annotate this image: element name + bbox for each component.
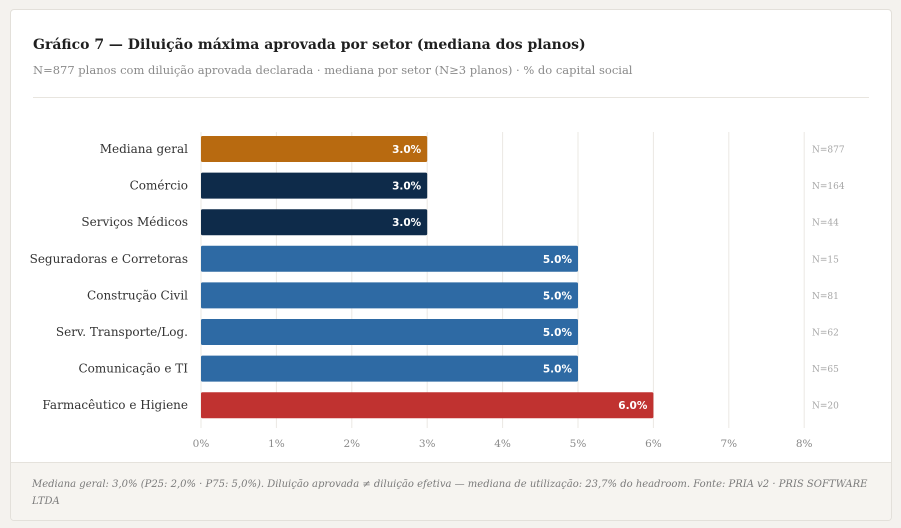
bar	[201, 245, 578, 272]
sample-size-label: N=81	[812, 292, 839, 302]
bar-value-label: 3.0%	[392, 144, 422, 156]
bar	[201, 282, 578, 309]
category-label: Comunicação e TI	[78, 362, 188, 376]
x-tick-label: 3%	[419, 438, 436, 450]
bar-value-label: 3.0%	[392, 181, 422, 193]
sample-size-label: N=877	[812, 146, 845, 156]
category-label: Serviços Médicos	[81, 215, 188, 229]
x-tick-label: 1%	[268, 438, 285, 450]
sample-size-label: N=164	[812, 182, 845, 192]
sample-size-label: N=62	[812, 329, 839, 339]
category-label: Serv. Transporte/Log.	[56, 325, 188, 339]
x-tick-label: 2%	[343, 438, 360, 450]
bar-value-label: 6.0%	[618, 400, 648, 412]
sample-size-label: N=65	[812, 365, 839, 375]
category-label: Construção Civil	[87, 288, 188, 302]
bar-value-label: 5.0%	[543, 327, 573, 339]
sample-size-label: N=44	[812, 219, 839, 229]
x-tick-label: 6%	[645, 438, 662, 450]
category-label: Mediana geral	[100, 142, 188, 156]
header-divider	[33, 97, 869, 98]
sample-size-label: N=20	[812, 402, 839, 412]
bar	[201, 172, 428, 199]
bar	[201, 209, 428, 236]
bar-value-label: 5.0%	[543, 254, 573, 266]
bar-value-label: 5.0%	[543, 290, 573, 302]
category-label: Comércio	[130, 179, 188, 193]
chart-title: Gráfico 7 — Diluição máxima aprovada por…	[33, 37, 586, 53]
x-tick-label: 8%	[796, 438, 813, 450]
x-tick-label: 7%	[720, 438, 737, 450]
bar	[201, 319, 578, 345]
x-tick-label: 5%	[570, 438, 587, 450]
bar-value-label: 3.0%	[392, 217, 422, 229]
chart-subtitle: N=877 planos com diluição aprovada decla…	[33, 63, 633, 77]
bar-value-label: 5.0%	[543, 364, 573, 376]
footer-note: Mediana geral: 3,0% (P25: 2,0% · P75: 5,…	[32, 479, 868, 507]
bar	[201, 355, 578, 382]
category-label: Seguradoras e Corretoras	[30, 252, 188, 266]
x-tick-label: 0%	[193, 438, 210, 450]
bar	[201, 392, 654, 419]
bar-chart: 0% 1% 2% 3% 4% 5% 6% 7% 8% Mediana geral 3.0% N=877…	[30, 132, 845, 450]
chart-card: Gráfico 7 — Diluição máxima aprovada por…	[10, 9, 892, 521]
category-label: Farmacêutico e Higiene	[42, 398, 188, 412]
x-tick-label: 4%	[494, 438, 511, 450]
chart-footer: Mediana geral: 3,0% (P25: 2,0% · P75: 5,…	[11, 462, 891, 520]
sample-size-label: N=15	[812, 255, 839, 265]
bar	[201, 136, 428, 162]
